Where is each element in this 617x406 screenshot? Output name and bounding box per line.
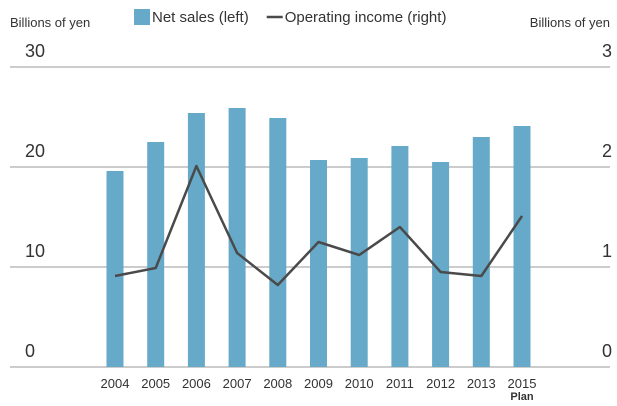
bar: [391, 146, 409, 367]
legend-label: Operating income (right): [285, 9, 447, 26]
y2-axis-label: Billions of yen: [530, 15, 610, 30]
y-tick-label: 20: [25, 141, 45, 161]
y2-tick-label: 0: [602, 341, 612, 361]
y2-tick-label: 3: [602, 41, 612, 61]
bar: [513, 126, 531, 367]
y-axis-label: Billions of yen: [10, 15, 90, 30]
bar: [228, 108, 246, 367]
bar: [106, 171, 124, 367]
y-tick-label: 0: [25, 341, 35, 361]
bar: [432, 162, 450, 367]
y2-tick-label: 2: [602, 141, 612, 161]
x-tick-label: 2006: [182, 376, 211, 391]
y2-tick-label: 1: [602, 241, 612, 261]
bar: [310, 160, 327, 367]
x-tick-label: 2015: [508, 376, 537, 391]
y-tick-label: 30: [25, 41, 45, 61]
x-tick-label: 2005: [141, 376, 170, 391]
x-tick-label: 2010: [345, 376, 374, 391]
x-tick-label: 2004: [101, 376, 130, 391]
bar: [269, 118, 287, 367]
bar: [472, 137, 490, 367]
x-tick-label: 2013: [467, 376, 496, 391]
legend-swatch: [134, 9, 150, 25]
x-tick-label: 2012: [426, 376, 455, 391]
x-tick-label: 2007: [223, 376, 252, 391]
category-note: Plan: [510, 391, 534, 401]
legend-label: Net sales (left): [152, 9, 249, 26]
x-tick-label: 2011: [386, 376, 414, 391]
bar: [187, 113, 205, 367]
bar: [350, 158, 368, 367]
bar: [147, 142, 165, 367]
x-tick-label: 2008: [263, 376, 292, 391]
x-tick-label: 2009: [304, 376, 333, 391]
line: [114, 164, 524, 287]
y-tick-label: 10: [25, 241, 45, 261]
